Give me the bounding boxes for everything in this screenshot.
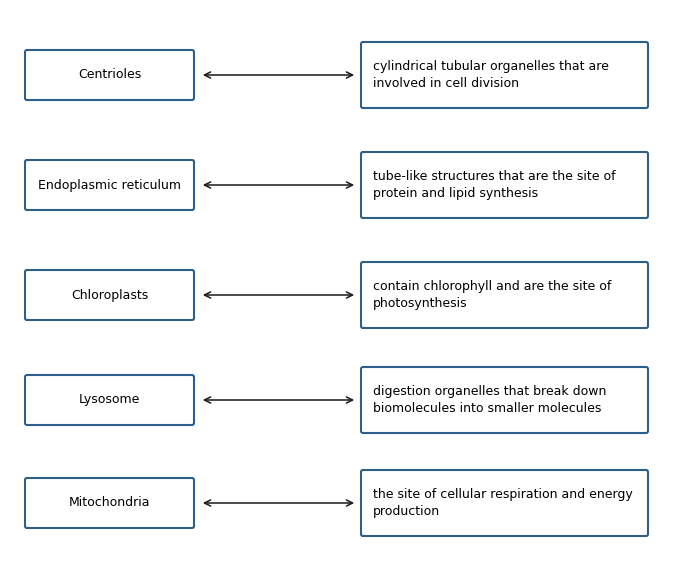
- Text: Chloroplasts: Chloroplasts: [71, 288, 148, 302]
- Text: cylindrical tubular organelles that are
involved in cell division: cylindrical tubular organelles that are …: [373, 60, 609, 90]
- Text: the site of cellular respiration and energy
production: the site of cellular respiration and ene…: [373, 488, 633, 518]
- FancyBboxPatch shape: [25, 160, 194, 210]
- Text: Mitochondria: Mitochondria: [69, 496, 150, 509]
- FancyBboxPatch shape: [25, 270, 194, 320]
- FancyBboxPatch shape: [25, 478, 194, 528]
- Text: Endoplasmic reticulum: Endoplasmic reticulum: [38, 178, 181, 192]
- Text: digestion organelles that break down
biomolecules into smaller molecules: digestion organelles that break down bio…: [373, 385, 607, 415]
- FancyBboxPatch shape: [361, 42, 648, 108]
- FancyBboxPatch shape: [361, 367, 648, 433]
- FancyBboxPatch shape: [25, 50, 194, 100]
- FancyBboxPatch shape: [25, 375, 194, 425]
- Text: contain chlorophyll and are the site of
photosynthesis: contain chlorophyll and are the site of …: [373, 280, 611, 310]
- FancyBboxPatch shape: [361, 470, 648, 536]
- FancyBboxPatch shape: [361, 152, 648, 218]
- Text: Centrioles: Centrioles: [78, 69, 141, 81]
- Text: Lysosome: Lysosome: [79, 394, 140, 407]
- Text: tube-like structures that are the site of
protein and lipid synthesis: tube-like structures that are the site o…: [373, 170, 615, 200]
- FancyBboxPatch shape: [361, 262, 648, 328]
